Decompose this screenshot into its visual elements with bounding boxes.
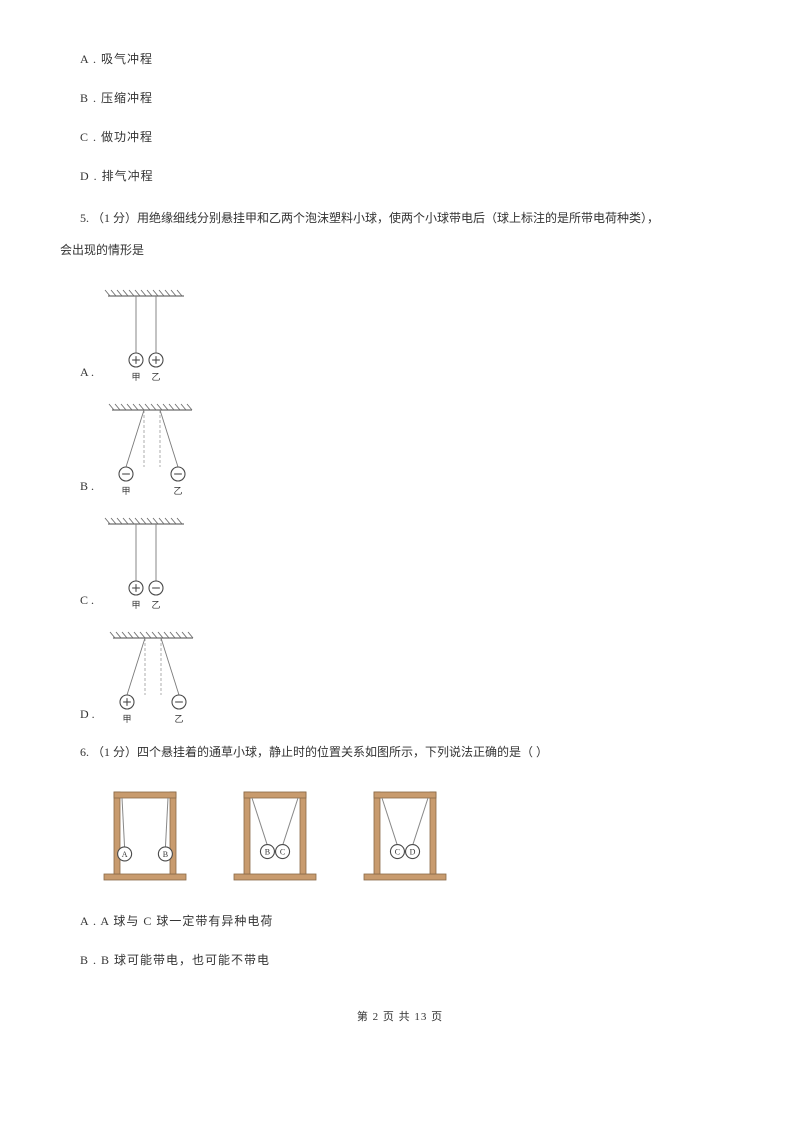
q5-opt-c-label: C . [80,593,94,612]
q4-option-a: A . 吸气冲程 [80,50,740,67]
q6-stand-cd: CD [360,786,450,886]
q6-option-a: A . A 球与 C 球一定带有异种电荷 [80,912,740,929]
svg-text:C: C [280,848,285,857]
q6-figure: AB BC CD [100,786,740,886]
q5-opt-d-label: D . [80,707,95,726]
svg-text:甲: 甲 [122,486,131,496]
q5-opt-a-label: A . [80,365,94,384]
q4-option-b: B . 压缩冲程 [80,89,740,106]
q6-stem: 6. （1 分）四个悬挂着的通草小球，静止时的位置关系如图所示，下列说法正确的是… [80,740,740,764]
q5-option-c: C . 甲乙 [80,512,740,612]
q5-diagram-b: 甲乙 [102,398,202,498]
svg-text:甲: 甲 [132,600,141,610]
q6-stand-bc: BC [230,786,320,886]
q5-stem-line2: 会出现的情形是 [60,238,740,262]
q4-option-c: C . 做功冲程 [80,128,740,145]
svg-text:C: C [395,848,400,857]
q5-diagram-a: 甲乙 [102,284,190,384]
svg-text:甲: 甲 [122,714,131,724]
q5-option-d: D . 甲乙 [80,626,740,726]
q4-option-d: D . 排气冲程 [80,167,740,184]
q5-diagram-c: 甲乙 [102,512,190,612]
q5-option-b: B . 甲乙 [80,398,740,498]
q5-option-a: A . 甲乙 [80,284,740,384]
svg-text:D: D [410,848,416,857]
svg-text:乙: 乙 [152,372,161,382]
svg-text:乙: 乙 [174,714,183,724]
svg-text:B: B [265,848,270,857]
svg-text:B: B [163,850,168,859]
q6-option-b: B . B 球可能带电，也可能不带电 [80,951,740,968]
q6-stand-ab: AB [100,786,190,886]
svg-text:甲: 甲 [132,372,141,382]
q5-opt-b-label: B . [80,479,94,498]
page-footer: 第 2 页 共 13 页 [60,1008,740,1024]
svg-text:乙: 乙 [152,600,161,610]
q5-stem-line1: 5. （1 分）用绝缘细线分别悬挂甲和乙两个泡沫塑料小球，使两个小球带电后（球上… [80,206,740,230]
svg-text:乙: 乙 [174,486,183,496]
svg-text:A: A [122,850,128,859]
q5-diagram-d: 甲乙 [103,626,203,726]
